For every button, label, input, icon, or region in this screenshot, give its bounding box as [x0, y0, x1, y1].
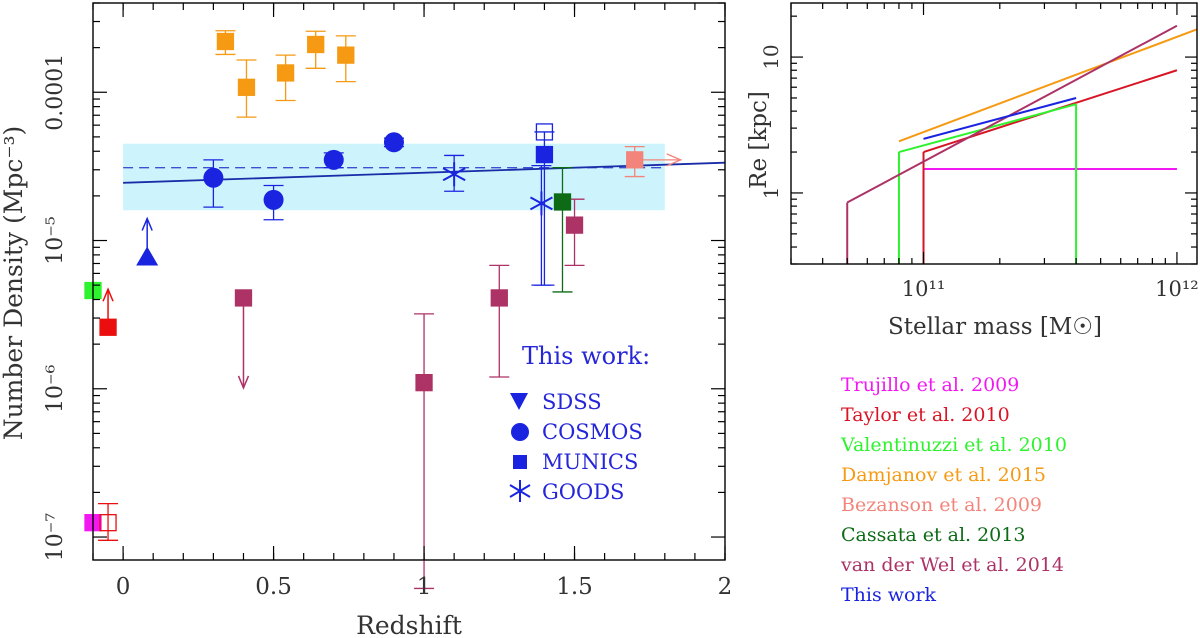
circle-marker	[323, 149, 344, 170]
number-density-chart: 0 0.5 1 1.5 2 10⁻⁷ 10⁻⁶ 10⁻⁵ 0.0001 Redshift Num…	[0, 2, 733, 638]
ref-this-work: This work	[841, 584, 937, 606]
left-ticks-layer: 0 0.5 1 1.5 2 10⁻⁷ 10⁻⁶ 10⁻⁵ 0.0001	[43, 2, 733, 600]
star-ray	[529, 196, 553, 211]
y-tick-label: 10⁻⁷	[43, 513, 68, 562]
left-plot-frame	[92, 2, 726, 561]
square-marker	[415, 373, 433, 392]
square-marker	[535, 145, 554, 164]
ref-vanderwel-2014: van der Wel et al. 2014	[840, 554, 1064, 576]
legend-label-goods: GOODS	[542, 480, 624, 504]
square-marker	[276, 64, 295, 82]
square-marker	[99, 318, 117, 336]
square-marker	[337, 46, 355, 64]
ref-taylor-2010: Taylor et al. 2010	[841, 404, 1010, 426]
size-mass-chart: 10¹¹ 10¹² 1 10 Stellar mass [M☉] Re [kpc]	[746, 2, 1199, 340]
ref-valentinuzzi-2010: Valentinuzzi et al. 2010	[840, 434, 1067, 456]
legend-entry-sdss: SDSS	[510, 390, 602, 414]
limit-arrow-head	[237, 375, 250, 390]
y-tick-label: 10	[759, 44, 783, 69]
limit-arrow-head	[102, 287, 114, 302]
reference-list: Trujillo et al. 2009 Taylor et al. 2010 …	[840, 374, 1067, 606]
square-marker	[565, 216, 584, 234]
y-tick-label: 0.0001	[43, 54, 68, 131]
square-marker	[626, 151, 644, 169]
legend-entry-cosmos: COSMOS	[511, 420, 643, 444]
y-tick-label: 1	[759, 187, 783, 200]
left-y-axis-label: Number Density (Mpc⁻³)	[0, 126, 28, 441]
x-tick-label: 2	[718, 574, 733, 600]
legend-title: This work:	[522, 342, 650, 370]
triangle-marker	[136, 246, 159, 266]
square-marker	[490, 289, 508, 307]
range-arrow-head	[666, 153, 683, 167]
x-tick-label: 10¹¹	[902, 277, 946, 301]
x-tick-label: 10¹²	[1155, 277, 1199, 301]
legend-label-munics: MUNICS	[542, 450, 638, 474]
square-marker	[237, 78, 256, 96]
right-ticks-layer: 10¹¹ 10¹² 1 10	[759, 3, 1199, 301]
triangle-marker-icon	[510, 393, 528, 410]
legend-label-cosmos: COSMOS	[542, 420, 643, 444]
open-square-marker	[535, 123, 554, 141]
density-lines-layer	[123, 161, 726, 184]
square-marker	[307, 35, 325, 54]
right-y-axis-label: Re [kpc]	[746, 91, 772, 189]
circle-marker	[383, 132, 404, 153]
x-tick-label: 1	[417, 574, 432, 600]
x-tick-label: 0.5	[255, 574, 292, 600]
circle-marker	[263, 189, 284, 210]
density-marks-layer	[84, 30, 683, 590]
size-mass-lines-layer	[846, 24, 1198, 264]
star-marker-icon	[509, 480, 531, 502]
right-plot-frame	[790, 2, 1198, 265]
size-mass-line	[898, 28, 1198, 143]
square-marker	[216, 32, 235, 51]
ref-damjanov-2015: Damjanov et al. 2015	[841, 464, 1046, 486]
square-marker	[553, 193, 572, 211]
size-mass-line	[923, 97, 1077, 140]
y-tick-label: 10⁻⁵	[43, 216, 68, 264]
square-marker-icon	[513, 455, 527, 469]
circle-marker	[203, 167, 224, 188]
ref-bezanson-2009: Bezanson et al. 2009	[841, 494, 1042, 516]
limit-arrow-head	[141, 216, 153, 231]
left-x-axis-label: Redshift	[356, 611, 462, 638]
legend-label-sdss: SDSS	[542, 390, 602, 414]
legend-entry-munics: MUNICS	[513, 450, 638, 474]
right-x-axis-label: Stellar mass [M☉]	[888, 314, 1102, 340]
square-marker	[99, 514, 117, 532]
star-marker	[442, 162, 466, 187]
fit-line	[123, 161, 726, 184]
x-tick-label: 0	[116, 574, 131, 600]
legend-entry-goods: GOODS	[509, 480, 624, 504]
square-marker	[234, 289, 253, 307]
ref-cassata-2013: Cassata et al. 2013	[841, 524, 1025, 546]
y-tick-label: 10⁻⁶	[43, 364, 68, 413]
ref-trujillo-2009: Trujillo et al. 2009	[841, 374, 1019, 396]
star-ray	[442, 167, 466, 182]
x-tick-label: 1.5	[556, 574, 593, 600]
circle-marker-icon	[511, 423, 529, 441]
star-marker	[529, 191, 553, 216]
